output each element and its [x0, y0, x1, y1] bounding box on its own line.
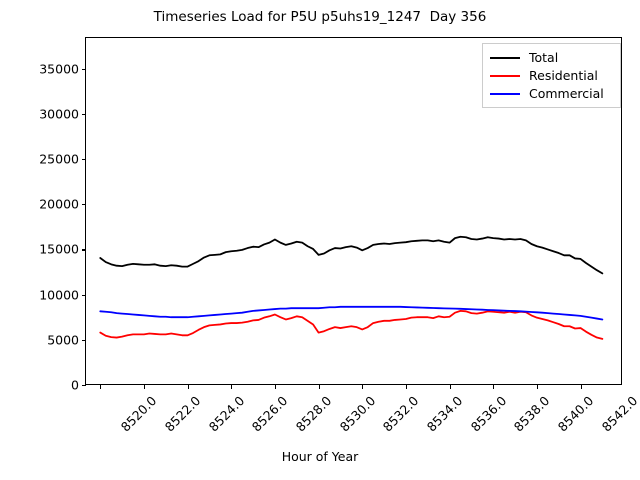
- line-total: [99, 235, 604, 275]
- y-axis-tick-labels: 0 5000 10000 15000 20000 25000 30000 35000: [9, 0, 79, 480]
- series-paths: [99, 235, 604, 340]
- legend-item-commercial: Commercial: [490, 85, 614, 103]
- legend-line-swatch: [490, 57, 520, 59]
- line-commercial: [99, 305, 604, 321]
- y-tick-label: 30000: [39, 106, 79, 122]
- x-tick-mark: [274, 385, 276, 389]
- x-tick-mark: [405, 385, 407, 389]
- legend-label: Residential: [529, 67, 598, 83]
- y-tick-label: 0: [71, 377, 79, 393]
- x-tick-mark: [580, 385, 582, 389]
- legend-label: Commercial: [529, 85, 604, 101]
- x-tick-mark: [187, 385, 189, 389]
- x-tick-label: 8534.0: [423, 393, 466, 435]
- y-axis-title: kW total: [0, 161, 1, 213]
- x-tick-label: 8540.0: [554, 393, 597, 435]
- y-tick-label: 5000: [47, 332, 79, 348]
- x-tick-label: 8542.0: [598, 393, 640, 435]
- x-tick-mark: [231, 385, 233, 389]
- x-axis-title: Hour of Year: [281, 449, 359, 464]
- x-tick-label: 8526.0: [249, 393, 291, 435]
- y-tick-mark: [81, 113, 86, 115]
- x-tick-mark: [362, 385, 364, 389]
- y-tick-mark: [81, 249, 86, 251]
- x-tick-mark: [449, 385, 451, 389]
- y-tick-label: 25000: [39, 151, 79, 167]
- x-tick-mark: [536, 385, 538, 389]
- plot-data-area: [99, 235, 604, 340]
- legend-item-residential: Residential: [490, 67, 614, 85]
- legend-line-swatch: [490, 93, 520, 95]
- y-tick-mark: [81, 385, 86, 387]
- plot-axes-frame: [85, 37, 622, 385]
- y-tick-mark: [81, 204, 86, 206]
- x-tick-mark: [100, 385, 102, 389]
- x-tick-label: 8522.0: [161, 393, 204, 435]
- x-tick-mark: [143, 385, 146, 389]
- x-tick-label: 8532.0: [380, 393, 422, 435]
- x-tick-label: 8530.0: [336, 393, 378, 435]
- x-tick-label: 8536.0: [467, 393, 509, 435]
- x-tick-label: 8520.0: [118, 393, 160, 435]
- legend-line-swatch: [490, 75, 520, 77]
- x-tick-label: 8538.0: [511, 393, 553, 435]
- chart-title: Timeseries Load for P5U p5uhs19_1247 Day…: [153, 9, 487, 25]
- y-tick-mark: [81, 294, 86, 296]
- y-tick-label: 10000: [39, 287, 79, 303]
- chart-legend: Total Residential Commercial: [482, 43, 621, 108]
- legend-label: Total: [529, 49, 559, 65]
- legend-item-total: Total: [490, 49, 614, 67]
- y-tick-label: 15000: [39, 241, 79, 257]
- x-tick-mark: [318, 385, 320, 389]
- x-tick-label: 8528.0: [292, 393, 335, 435]
- x-tick-label: 8524.0: [205, 393, 247, 435]
- y-tick-label: 35000: [39, 61, 79, 77]
- x-tick-mark: [493, 385, 495, 389]
- y-tick-mark: [81, 159, 86, 161]
- y-tick-mark: [81, 339, 86, 341]
- y-tick-mark: [81, 68, 86, 70]
- line-residential: [99, 309, 604, 340]
- y-tick-label: 20000: [39, 196, 79, 212]
